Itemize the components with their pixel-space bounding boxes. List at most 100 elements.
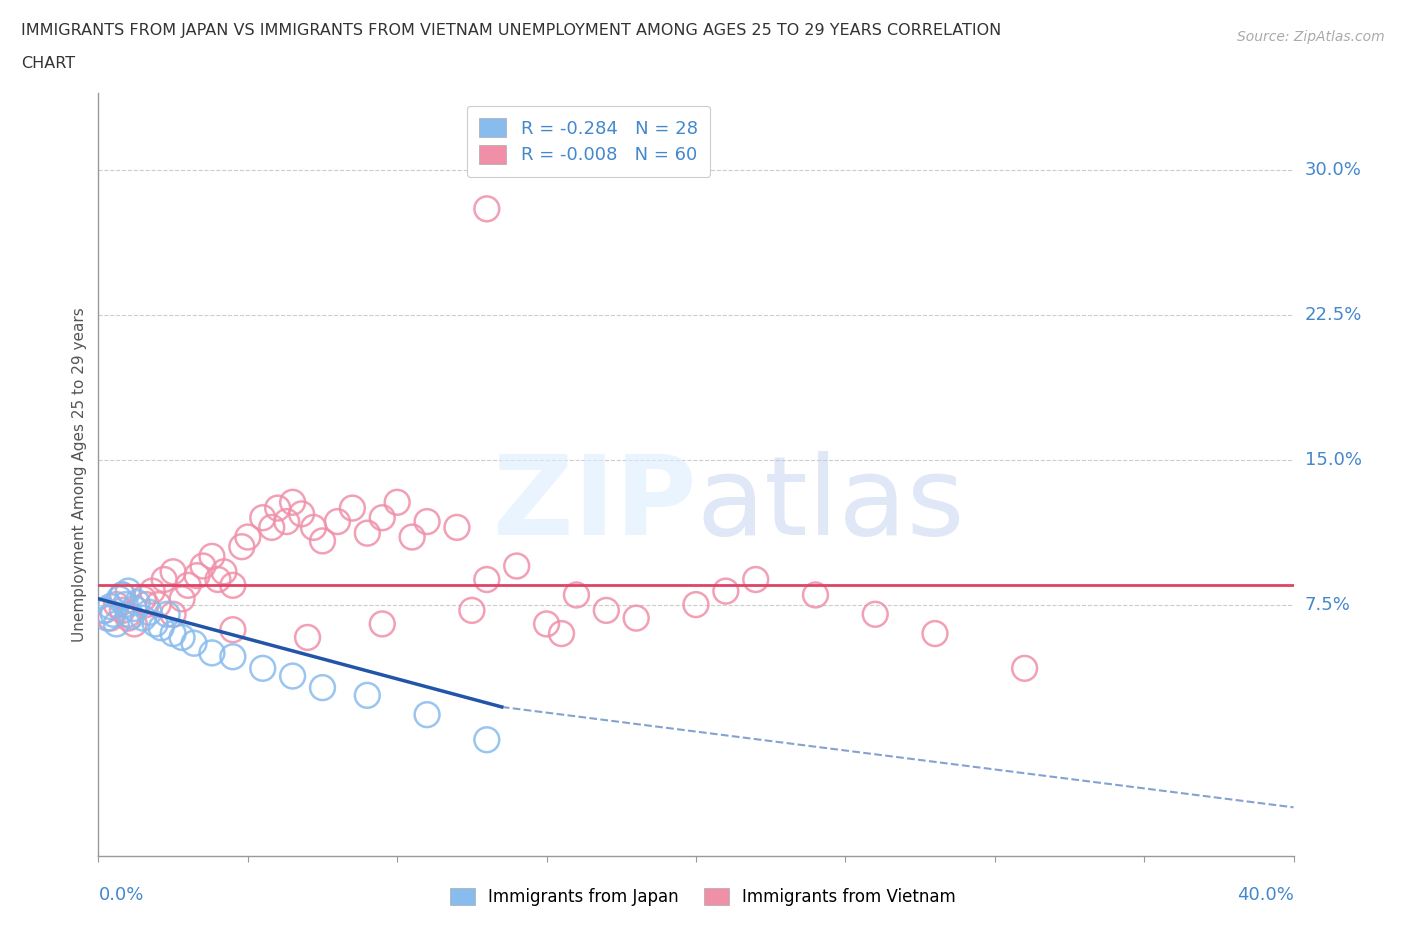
Point xyxy=(356,525,378,540)
Point xyxy=(201,549,224,564)
Legend: R = -0.284   N = 28, R = -0.008   N = 60: R = -0.284 N = 28, R = -0.008 N = 60 xyxy=(467,106,710,177)
Point xyxy=(172,630,194,644)
Point xyxy=(127,595,149,610)
Point xyxy=(595,603,617,618)
Point xyxy=(252,661,274,676)
Point xyxy=(475,202,498,217)
Text: 22.5%: 22.5% xyxy=(1305,306,1362,324)
Point xyxy=(385,495,409,510)
Point xyxy=(475,572,498,587)
Point xyxy=(120,609,142,624)
Point xyxy=(117,611,139,626)
Point xyxy=(183,636,205,651)
Point xyxy=(924,626,946,641)
Point xyxy=(162,607,184,622)
Point xyxy=(222,649,245,664)
Point xyxy=(302,520,325,535)
Point xyxy=(461,603,484,618)
Point xyxy=(114,597,136,612)
Point xyxy=(222,622,245,637)
Text: 15.0%: 15.0% xyxy=(1305,451,1361,469)
Text: Source: ZipAtlas.com: Source: ZipAtlas.com xyxy=(1237,30,1385,44)
Point xyxy=(98,599,122,614)
Point xyxy=(93,603,115,618)
Point xyxy=(207,572,229,587)
Point xyxy=(105,597,128,612)
Point xyxy=(291,507,314,522)
Point xyxy=(153,572,176,587)
Point xyxy=(103,607,125,622)
Point xyxy=(685,597,707,612)
Point xyxy=(96,611,118,626)
Point xyxy=(156,607,179,622)
Point xyxy=(98,611,122,626)
Point xyxy=(260,520,283,535)
Point xyxy=(342,500,364,515)
Point xyxy=(141,584,163,599)
Point xyxy=(565,588,588,603)
Point xyxy=(212,565,235,579)
Point xyxy=(201,645,224,660)
Point xyxy=(506,559,529,574)
Point xyxy=(252,511,274,525)
Point xyxy=(117,607,139,622)
Text: 7.5%: 7.5% xyxy=(1305,595,1351,614)
Text: 0.0%: 0.0% xyxy=(98,886,143,904)
Point xyxy=(745,572,768,587)
Point xyxy=(626,611,648,626)
Point xyxy=(172,591,194,606)
Point xyxy=(356,688,378,703)
Legend: Immigrants from Japan, Immigrants from Vietnam: Immigrants from Japan, Immigrants from V… xyxy=(443,881,963,912)
Point xyxy=(276,514,298,529)
Point xyxy=(132,611,155,626)
Point xyxy=(111,588,134,603)
Point xyxy=(371,511,394,525)
Text: atlas: atlas xyxy=(696,451,965,558)
Point xyxy=(281,669,304,684)
Point xyxy=(93,603,115,618)
Point xyxy=(371,617,394,631)
Point xyxy=(714,584,737,599)
Point xyxy=(550,626,572,641)
Point xyxy=(135,597,157,612)
Point xyxy=(111,588,134,603)
Text: CHART: CHART xyxy=(21,56,75,71)
Point xyxy=(401,529,423,544)
Point xyxy=(311,680,333,695)
Point xyxy=(143,617,166,631)
Y-axis label: Unemployment Among Ages 25 to 29 years: Unemployment Among Ages 25 to 29 years xyxy=(72,307,87,642)
Point xyxy=(236,529,259,544)
Point xyxy=(111,603,134,618)
Point xyxy=(150,620,173,635)
Point xyxy=(536,617,558,631)
Point xyxy=(162,565,184,579)
Point xyxy=(191,559,214,574)
Text: 40.0%: 40.0% xyxy=(1237,886,1294,904)
Point xyxy=(148,597,170,612)
Point xyxy=(1014,661,1036,676)
Point xyxy=(117,584,139,599)
Point xyxy=(231,539,253,554)
Point xyxy=(222,578,245,592)
Point xyxy=(267,500,290,515)
Point xyxy=(108,591,131,606)
Point xyxy=(105,617,128,631)
Point xyxy=(177,578,200,592)
Point xyxy=(124,617,146,631)
Point xyxy=(124,601,146,616)
Point xyxy=(804,588,827,603)
Point xyxy=(446,520,468,535)
Point xyxy=(186,568,208,583)
Text: IMMIGRANTS FROM JAPAN VS IMMIGRANTS FROM VIETNAM UNEMPLOYMENT AMONG AGES 25 TO 2: IMMIGRANTS FROM JAPAN VS IMMIGRANTS FROM… xyxy=(21,23,1001,38)
Point xyxy=(132,591,155,606)
Point xyxy=(475,732,498,747)
Point xyxy=(416,514,439,529)
Point xyxy=(297,630,319,644)
Text: 30.0%: 30.0% xyxy=(1305,161,1361,179)
Point xyxy=(162,626,184,641)
Text: ZIP: ZIP xyxy=(492,451,696,558)
Point xyxy=(326,514,349,529)
Point xyxy=(138,604,160,619)
Point xyxy=(281,495,304,510)
Point xyxy=(865,607,887,622)
